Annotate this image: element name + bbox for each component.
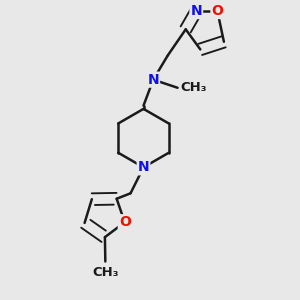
Text: CH₃: CH₃ bbox=[92, 266, 118, 279]
Text: N: N bbox=[147, 73, 159, 87]
Text: O: O bbox=[119, 215, 131, 229]
Text: N: N bbox=[138, 160, 149, 174]
Text: O: O bbox=[212, 4, 223, 18]
Text: CH₃: CH₃ bbox=[180, 81, 207, 94]
Text: N: N bbox=[190, 4, 202, 18]
